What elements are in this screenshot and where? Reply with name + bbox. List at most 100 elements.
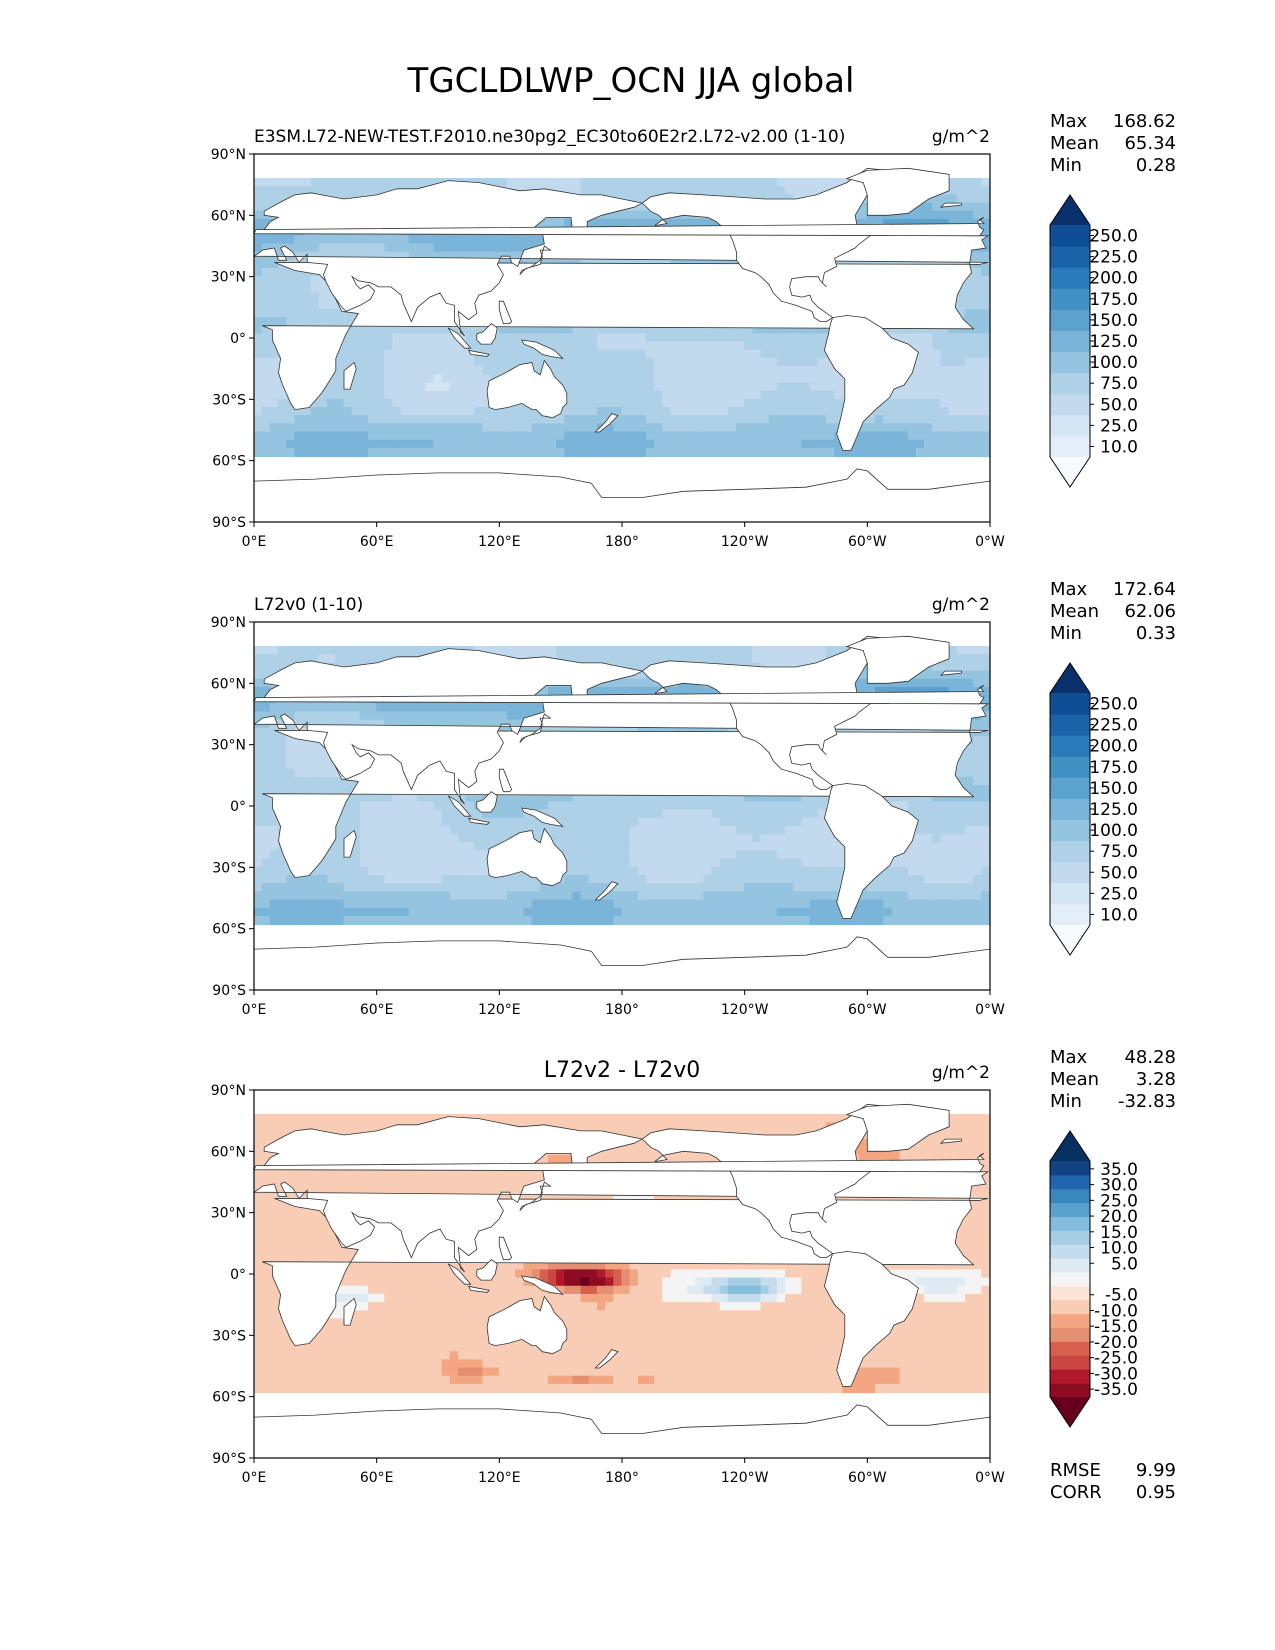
field-cell xyxy=(302,292,312,302)
field-cell xyxy=(580,186,590,196)
field-cell xyxy=(474,357,484,368)
field-cell xyxy=(956,662,966,672)
field-cell xyxy=(719,407,729,417)
field-cell xyxy=(768,178,778,188)
field-cell xyxy=(662,654,672,664)
field-cell xyxy=(817,178,827,188)
field-cell xyxy=(703,646,713,656)
field-cell xyxy=(254,317,263,327)
field-cell xyxy=(605,333,615,343)
field-cell xyxy=(531,439,541,449)
field-cell xyxy=(392,719,402,729)
field-cell xyxy=(269,662,280,672)
field-cell xyxy=(809,178,819,188)
field-cell xyxy=(915,801,926,811)
field-cell xyxy=(785,398,795,409)
field-cell xyxy=(964,744,975,754)
field-cell xyxy=(785,801,795,811)
field-cell xyxy=(294,308,304,319)
field-cell xyxy=(261,325,271,335)
field-cell xyxy=(654,423,664,433)
field-cell xyxy=(400,243,410,253)
field-cell xyxy=(907,686,917,697)
field-cell xyxy=(817,382,827,392)
field-cell xyxy=(286,292,296,302)
field-cell xyxy=(474,431,484,441)
field-cell xyxy=(269,284,280,294)
field-cell xyxy=(310,431,320,441)
field-cell xyxy=(605,186,615,196)
field-cell xyxy=(400,646,410,656)
field-cell xyxy=(466,251,476,261)
field-cell xyxy=(254,768,263,778)
field-cell xyxy=(932,431,942,441)
field-cell xyxy=(261,447,271,458)
field-cell xyxy=(400,357,410,368)
field-cell xyxy=(449,366,459,376)
field-cell xyxy=(613,218,623,229)
field-cell xyxy=(294,423,304,433)
field-cell xyxy=(875,415,885,425)
field-cell xyxy=(956,415,966,425)
field-cell xyxy=(932,366,942,376)
field-cell xyxy=(973,415,983,425)
field-cell xyxy=(678,801,688,811)
field-cell xyxy=(719,178,729,188)
field-cell xyxy=(433,366,443,376)
field-cell xyxy=(547,333,558,343)
field-cell xyxy=(760,793,770,803)
field-cell xyxy=(343,447,353,458)
field-cell xyxy=(654,333,664,343)
field-cell xyxy=(932,439,942,449)
field-cell xyxy=(768,646,778,656)
field-cell xyxy=(686,793,697,803)
field-cell xyxy=(449,793,459,803)
field-cell xyxy=(261,727,271,737)
field-cell xyxy=(384,186,394,196)
field-cell xyxy=(498,431,509,441)
field-cell xyxy=(302,768,312,778)
field-cell xyxy=(343,407,353,417)
field-cell xyxy=(678,415,688,425)
field-cell xyxy=(474,711,484,721)
field-cell xyxy=(294,317,304,327)
coastline xyxy=(88,316,182,451)
field-cell xyxy=(637,686,648,697)
field-cell xyxy=(254,398,263,409)
field-cell xyxy=(646,793,656,803)
field-cell xyxy=(498,711,509,721)
field-cell xyxy=(335,423,345,433)
field-cell xyxy=(605,390,615,400)
field-cell xyxy=(776,382,787,392)
field-cell xyxy=(335,439,345,449)
field-cell xyxy=(678,366,688,376)
field-cell xyxy=(621,374,631,384)
field-cell xyxy=(425,349,435,359)
field-cell xyxy=(400,349,410,359)
field-cell xyxy=(392,390,402,400)
field-cell xyxy=(376,341,386,351)
field-cell xyxy=(981,719,990,729)
field-cell xyxy=(809,366,819,376)
field-cell xyxy=(572,801,582,811)
field-cell xyxy=(441,390,451,400)
field-cell xyxy=(907,415,917,425)
field-cell xyxy=(343,398,353,409)
field-cell xyxy=(457,325,468,335)
field-cell xyxy=(719,646,729,656)
field-cell xyxy=(793,439,803,449)
field-cell xyxy=(523,349,533,359)
field-cell xyxy=(973,194,983,204)
field-cell xyxy=(924,415,934,425)
field-cell xyxy=(351,447,361,458)
coastline xyxy=(0,262,244,409)
field-cell xyxy=(924,678,934,688)
panel-units: g/m^2 xyxy=(932,127,990,147)
field-cell xyxy=(359,349,369,359)
field-cell xyxy=(572,341,582,351)
field-cell xyxy=(302,447,312,458)
field-cell xyxy=(703,801,713,811)
field-cell xyxy=(834,439,844,449)
field-cell xyxy=(425,407,435,417)
field-cell xyxy=(286,243,296,253)
